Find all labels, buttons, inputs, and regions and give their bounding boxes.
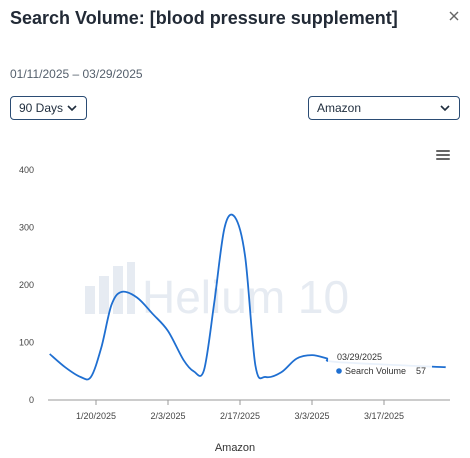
period-dropdown-value: 90 Days: [19, 101, 64, 115]
y-tick-label: 0: [29, 395, 34, 405]
tooltip-series-marker: [336, 368, 342, 374]
x-tick-label: 2/3/2025: [150, 411, 185, 421]
y-tick-label: 200: [19, 280, 34, 290]
y-tick-label: 300: [19, 223, 34, 233]
series-line: [49, 213, 446, 381]
tooltip: 03/29/2025 Search Volume 57: [328, 345, 432, 381]
y-tick-label: 100: [19, 338, 34, 348]
chevron-down-icon: [439, 102, 451, 114]
y-axis: 0 100 200 300 400: [19, 165, 34, 405]
y-tick-label: 400: [19, 165, 34, 175]
marketplace-dropdown-value: Amazon: [317, 101, 362, 115]
tooltip-date: 03/29/2025: [337, 352, 382, 362]
x-tick-label: 3/17/2025: [364, 411, 404, 421]
period-dropdown[interactable]: 90 Days: [10, 96, 87, 120]
tooltip-series-name: Search Volume: [345, 366, 406, 376]
watermark-text: Helium 10: [142, 271, 349, 323]
date-range: 01/11/2025 – 03/29/2025: [10, 67, 143, 81]
hamburger-menu-icon[interactable]: [436, 150, 450, 162]
marketplace-dropdown[interactable]: Amazon: [308, 96, 460, 120]
x-tick-label: 1/20/2025: [76, 411, 116, 421]
x-axis-title: Amazon: [215, 442, 255, 454]
x-axis: 1/20/2025 2/3/2025 2/17/2025 3/3/2025 3/17/2…: [76, 400, 404, 421]
x-tick-label: 2/17/2025: [220, 411, 260, 421]
modal-title: Search Volume: [blood pressure supplemen…: [10, 8, 398, 28]
tooltip-value: 57: [416, 366, 426, 376]
x-tick-label: 3/3/2025: [294, 411, 329, 421]
close-icon[interactable]: [446, 8, 462, 24]
watermark: Helium 10: [85, 262, 349, 323]
helium10-logo-icon: [85, 262, 135, 314]
chevron-down-icon: [66, 102, 78, 114]
